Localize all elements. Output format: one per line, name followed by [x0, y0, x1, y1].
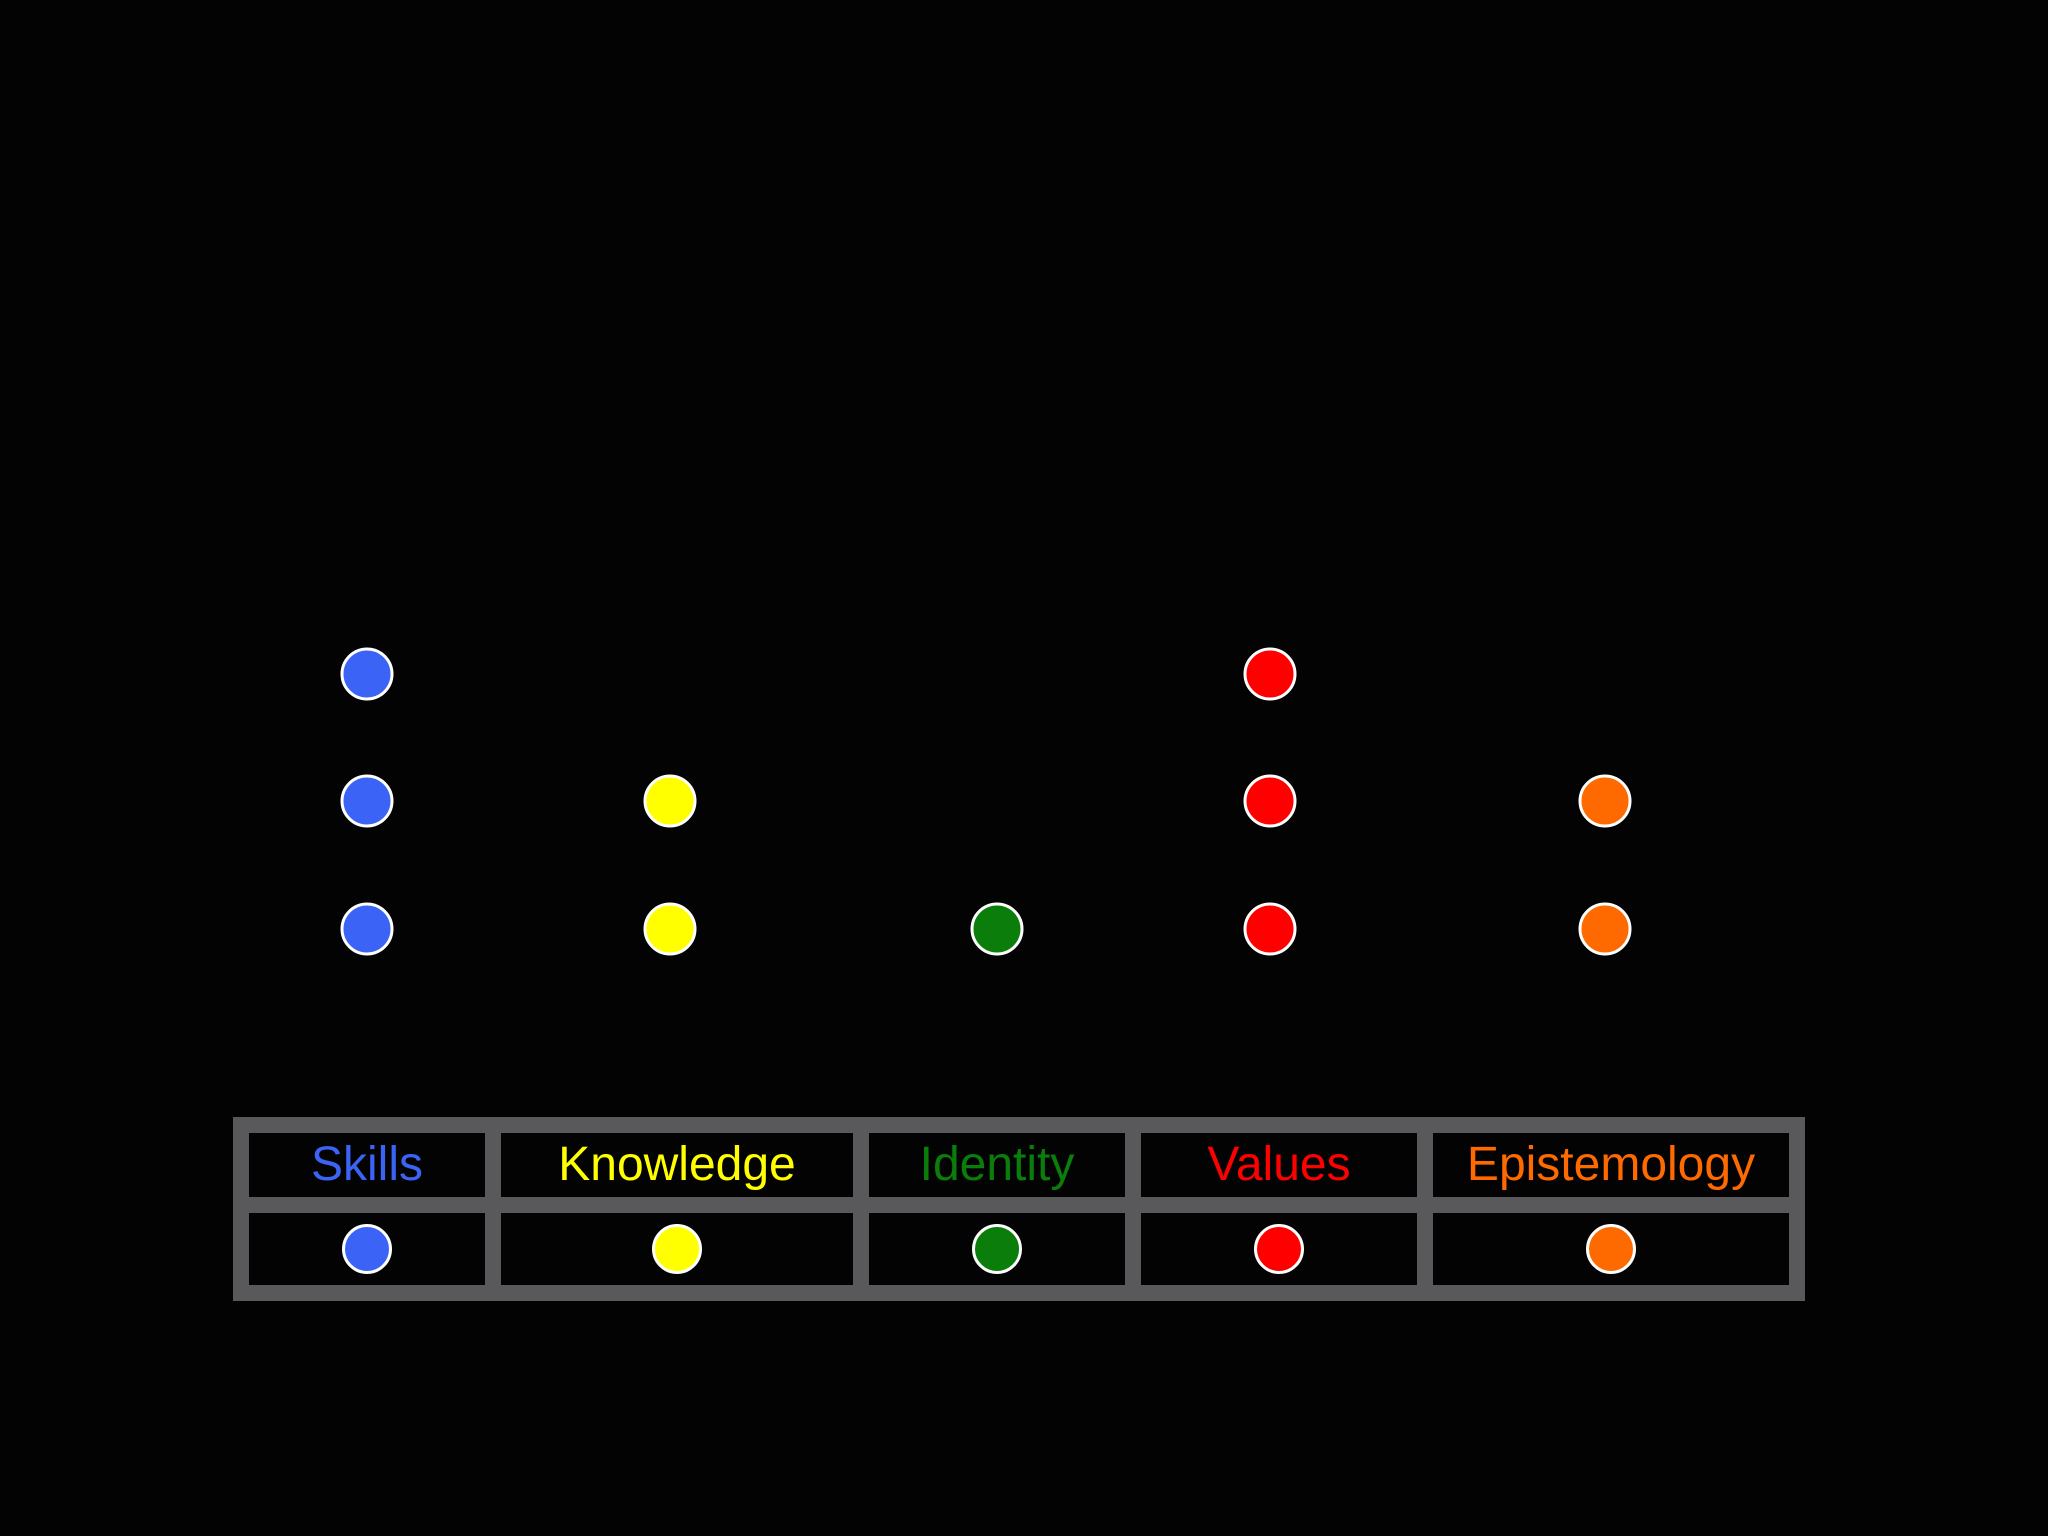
legend-cell-knowledge-dot [501, 1213, 853, 1285]
legend-dot-knowledge [652, 1224, 702, 1274]
skills-dot-1 [340, 902, 394, 956]
legend-cell-skills-dot [249, 1213, 485, 1285]
legend-dot-skills [342, 1224, 392, 1274]
skills-dot-3 [340, 647, 394, 701]
legend-cell-identity-label: Identity [869, 1133, 1125, 1197]
legend-cell-values-label: Values [1141, 1133, 1417, 1197]
values-dot-2 [1243, 774, 1297, 828]
epistemology-dot-1 [1578, 902, 1632, 956]
legend-cell-knowledge-label: Knowledge [501, 1133, 853, 1197]
identity-dot-1 [970, 902, 1024, 956]
legend-label-values: Values [1207, 1138, 1351, 1191]
legend-cell-epistemology-label: Epistemology [1433, 1133, 1789, 1197]
legend-label-skills: Skills [310, 1138, 423, 1191]
legend-dot-epistemology [1586, 1224, 1636, 1274]
legend-cell-epistemology-dot [1433, 1213, 1789, 1285]
legend-table: Skills Knowledge Identity Values Epistem… [233, 1117, 1805, 1301]
legend-cell-values-dot [1141, 1213, 1417, 1285]
legend-cell-identity-dot [869, 1213, 1125, 1285]
legend-cell-skills-label: Skills [249, 1133, 485, 1197]
knowledge-dot-1 [643, 902, 697, 956]
values-dot-1 [1243, 902, 1297, 956]
legend-label-epistemology: Epistemology [1466, 1138, 1756, 1191]
values-dot-3 [1243, 647, 1297, 701]
knowledge-dot-2 [643, 774, 697, 828]
skills-dot-2 [340, 774, 394, 828]
epistemology-dot-2 [1578, 774, 1632, 828]
legend-label-identity: Identity [919, 1138, 1075, 1191]
legend-dot-values [1254, 1224, 1304, 1274]
legend-dot-identity [972, 1224, 1022, 1274]
legend-label-knowledge: Knowledge [558, 1138, 796, 1191]
